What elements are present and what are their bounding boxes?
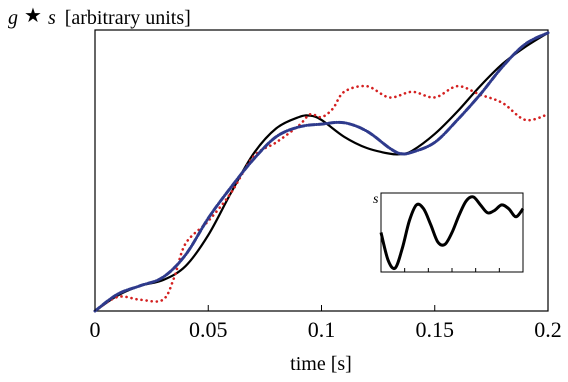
series-line-1 (93, 31, 550, 313)
series-layer (93, 31, 550, 313)
series-line-2 (93, 84, 550, 313)
x-tick-label: 0.05 (189, 317, 228, 342)
inset-series-line (379, 195, 525, 271)
x-tick-label: 0.15 (416, 317, 455, 342)
x-tick-label: 0.1 (308, 317, 336, 342)
y-axis-label-g: g (8, 7, 18, 29)
inset-ticks (404, 268, 500, 272)
series-line-0 (93, 31, 550, 313)
y-axis-label-units: [arbitrary units] (65, 7, 191, 29)
x-tick-label: 0.2 (534, 317, 562, 342)
x-tick-label: 0 (90, 317, 101, 342)
y-axis-label: g ★ s [arbitrary units] (8, 5, 191, 29)
inset-y-label: s (373, 192, 379, 207)
y-axis-label-s: s (48, 7, 56, 29)
inset-chart: s (373, 192, 525, 273)
y-axis-label-star: ★ (24, 5, 42, 27)
x-axis-label: time [s] (290, 353, 352, 375)
x-ticks: 0 0.05 0.1 0.15 0.2 (90, 305, 562, 342)
